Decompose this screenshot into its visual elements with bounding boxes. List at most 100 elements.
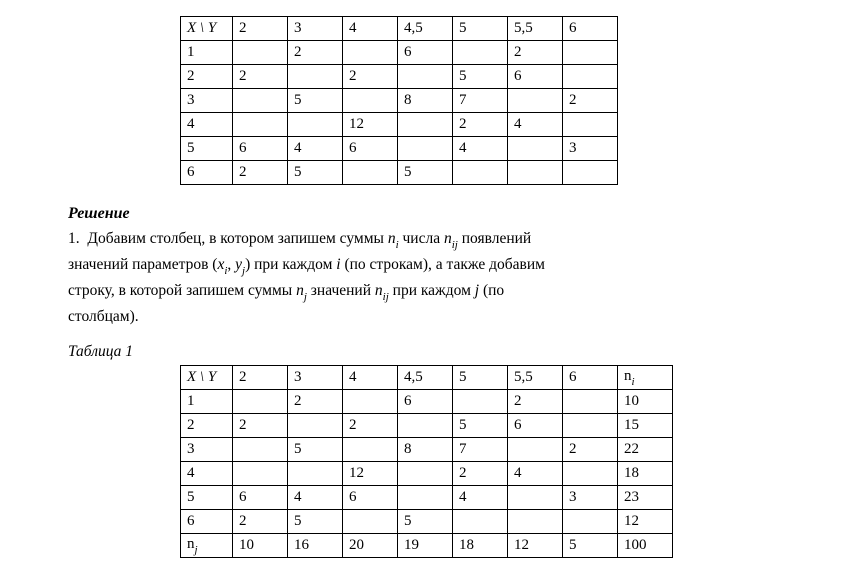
sym-n: n	[444, 230, 452, 247]
cell	[398, 462, 453, 486]
text: (по строкам), а также добавим	[341, 256, 545, 273]
cell: 6	[343, 486, 398, 510]
cell	[453, 41, 508, 65]
cell	[343, 390, 398, 414]
table-row: nj 10 16 20 19 18 12 5 100	[181, 534, 673, 558]
cell	[453, 161, 508, 185]
text: при каждом	[389, 282, 475, 299]
table-row: 6 2 5 5	[181, 161, 618, 185]
cell: 12	[343, 113, 398, 137]
ni-cell: 15	[618, 414, 673, 438]
cell: 2	[563, 438, 618, 462]
solution-heading: Решение	[68, 205, 855, 223]
sym-sub: ij	[452, 239, 458, 251]
cell: 2	[508, 390, 563, 414]
corner-cell: X \ Y	[181, 17, 233, 41]
cell: 5	[288, 89, 343, 113]
cell	[288, 462, 343, 486]
cell	[233, 41, 288, 65]
cell	[398, 486, 453, 510]
cell: 4	[453, 486, 508, 510]
table-row: 5 6 4 6 4 3 23	[181, 486, 673, 510]
cell	[233, 462, 288, 486]
table-row: X \ Y 2 3 4 4,5 5 5,5 6 ni	[181, 366, 673, 390]
sym-n: n	[296, 282, 304, 299]
row-header: 3	[181, 89, 233, 113]
ni-header: ni	[618, 366, 673, 390]
cell	[398, 65, 453, 89]
cell: 2	[343, 414, 398, 438]
table-row: 1 2 6 2	[181, 41, 618, 65]
table-row: 5 6 4 6 4 3	[181, 137, 618, 161]
table-row: 3 5 8 7 2 22	[181, 438, 673, 462]
bottom-table: X \ Y 2 3 4 4,5 5 5,5 6 ni 1 2 6 2 10	[180, 365, 673, 558]
table-row: 2 2 2 5 6 15	[181, 414, 673, 438]
cell: 6	[233, 137, 288, 161]
cell	[343, 438, 398, 462]
row-header: 2	[181, 414, 233, 438]
row-header: 4	[181, 462, 233, 486]
sym-n: n	[375, 282, 383, 299]
col-header: 3	[288, 17, 343, 41]
cell: 3	[563, 486, 618, 510]
cell: 6	[233, 486, 288, 510]
item-number: 1.	[68, 230, 80, 247]
text: числа	[399, 230, 444, 247]
table-row: X \ Y 2 3 4 4,5 5 5,5 6	[181, 17, 618, 41]
cell	[343, 89, 398, 113]
cell: 12	[343, 462, 398, 486]
cell: 2	[453, 462, 508, 486]
cell	[398, 414, 453, 438]
col-header: 6	[563, 366, 618, 390]
corner-cell: X \ Y	[181, 366, 233, 390]
col-header: 2	[233, 366, 288, 390]
ni-cell: 12	[618, 510, 673, 534]
col-header: 5,5	[508, 17, 563, 41]
cell: 5	[288, 438, 343, 462]
top-table: X \ Y 2 3 4 4,5 5 5,5 6 1 2 6 2 2	[180, 16, 618, 185]
cell	[288, 65, 343, 89]
sym-sub: i	[224, 265, 227, 277]
text: при каждом	[250, 256, 336, 273]
cell	[288, 113, 343, 137]
cell: 7	[453, 438, 508, 462]
cell: 8	[398, 438, 453, 462]
row-header: 1	[181, 390, 233, 414]
cell	[398, 113, 453, 137]
nj-cell: 18	[453, 534, 508, 558]
cell: 6	[398, 41, 453, 65]
cell	[233, 438, 288, 462]
nj-cell: 10	[233, 534, 288, 558]
text: Добавим столбец, в котором запишем суммы	[87, 230, 387, 247]
table-row: 4 12 2 4	[181, 113, 618, 137]
cell: 5	[453, 414, 508, 438]
cell: 4	[453, 137, 508, 161]
cell	[563, 161, 618, 185]
cell	[563, 462, 618, 486]
col-header: 5	[453, 17, 508, 41]
cell	[508, 89, 563, 113]
cell: 3	[563, 137, 618, 161]
cell	[233, 89, 288, 113]
cell	[508, 486, 563, 510]
cell: 6	[398, 390, 453, 414]
col-header: 6	[563, 17, 618, 41]
cell: 4	[288, 486, 343, 510]
text: значений параметров	[68, 256, 212, 273]
bottom-table-wrap: X \ Y 2 3 4 4,5 5 5,5 6 ni 1 2 6 2 10	[180, 365, 815, 558]
table-row: 3 5 8 7 2	[181, 89, 618, 113]
cell	[563, 113, 618, 137]
cell	[563, 65, 618, 89]
cell: 2	[288, 390, 343, 414]
row-header: 4	[181, 113, 233, 137]
cell: 2	[233, 161, 288, 185]
cell	[398, 137, 453, 161]
top-table-wrap: X \ Y 2 3 4 4,5 5 5,5 6 1 2 6 2 2	[180, 16, 815, 185]
cell: 5	[398, 510, 453, 534]
cell	[288, 414, 343, 438]
sym-y: y	[235, 256, 242, 273]
cell: 5	[453, 65, 508, 89]
text: появлений	[458, 230, 531, 247]
cell: 2	[563, 89, 618, 113]
col-header: 4	[343, 17, 398, 41]
